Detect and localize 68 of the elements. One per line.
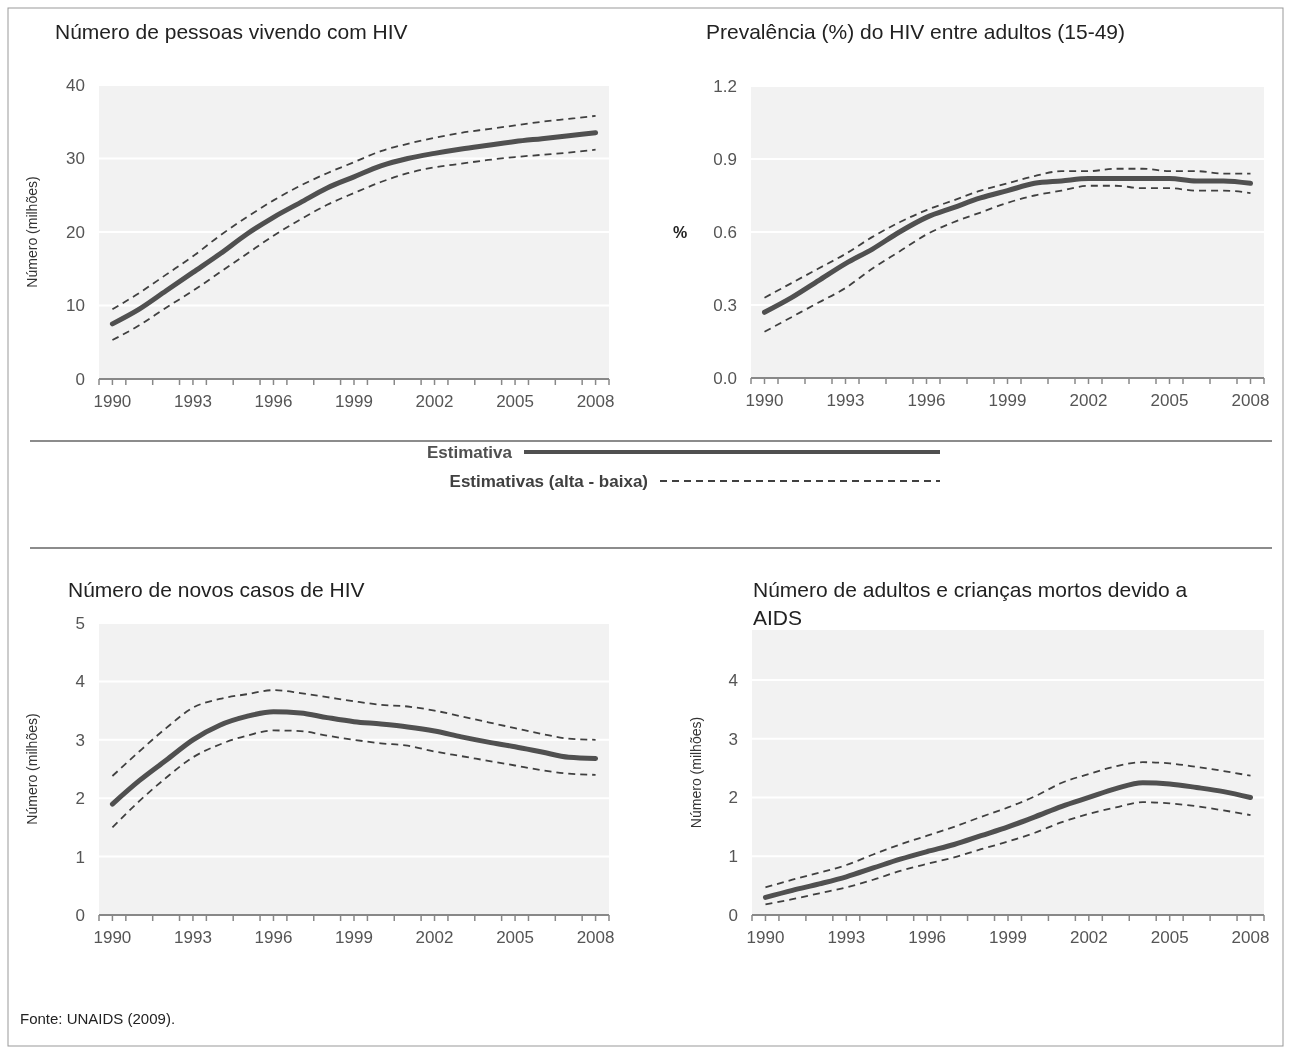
y-axis-title: Número (milhões)	[24, 176, 40, 288]
y-tick-label: 3	[728, 729, 738, 749]
x-tick-label: 1999	[335, 928, 373, 947]
y-tick-label: 0.3	[713, 295, 737, 315]
line-series	[111, 729, 597, 829]
line-series	[111, 148, 597, 341]
x-tick-label: 1999	[335, 392, 373, 411]
y-tick-label: 3	[75, 730, 85, 750]
y-tick-label: 0.6	[713, 222, 737, 242]
line-series	[763, 184, 1252, 333]
y-tick-label: 40	[66, 75, 85, 95]
line-series	[763, 167, 1252, 299]
chart-title: Número de pessoas vivendo com HIV	[55, 19, 408, 43]
y-tick-label: 2	[728, 788, 738, 808]
y-tick-label: 30	[66, 149, 85, 169]
y-tick-label: 0	[75, 369, 85, 389]
line-series	[111, 114, 597, 311]
x-tick-label: 2002	[415, 928, 454, 947]
x-tick-label: 1990	[746, 928, 785, 947]
y-tick-label: 1.2	[713, 76, 737, 96]
x-tick-label: 1993	[826, 391, 865, 410]
y-tick-label: 4	[728, 670, 738, 690]
y-tick-label: 0.0	[713, 368, 737, 388]
x-tick-label: 1996	[908, 928, 947, 947]
y-tick-label: 1	[728, 847, 738, 867]
y-axis-title: Número (milhões)	[688, 716, 704, 829]
source-note: Fonte: UNAIDS (2009).	[20, 1010, 176, 1027]
x-tick-label: 2002	[1069, 391, 1108, 410]
y-tick-label: 0	[75, 905, 85, 925]
line-series	[764, 801, 1252, 906]
x-tick-label: 1990	[93, 928, 132, 947]
y-tick-label: 5	[75, 613, 85, 633]
text: Estimativas (alta - baixa)	[449, 471, 648, 491]
line-series	[764, 761, 1252, 889]
y-axis-title: %	[672, 223, 688, 241]
x-tick-label: 1999	[988, 391, 1027, 410]
y-tick-label: 2	[75, 789, 85, 809]
x-tick-label: 2005	[1150, 928, 1189, 947]
x-tick-label: 1990	[93, 392, 132, 411]
x-tick-label: 1996	[254, 928, 293, 947]
x-tick-label: 2008	[1231, 391, 1270, 410]
x-tick-label: 2005	[496, 928, 534, 947]
y-axis-title: Número (milhões)	[24, 713, 40, 825]
chart-title: Número de novos casos de HIV	[68, 577, 365, 601]
chart-title: Prevalência (%) do HIV entre adultos (15-49)	[706, 19, 1126, 43]
x-tick-label: 2005	[1150, 391, 1189, 410]
x-tick-label: 1996	[254, 392, 293, 411]
x-tick-label: 2008	[576, 392, 615, 411]
x-tick-label: 2008	[1231, 928, 1270, 947]
y-tick-label: 20	[66, 222, 85, 242]
text: Estimativa	[426, 442, 513, 462]
y-tick-label: 1	[75, 847, 85, 867]
x-tick-label: 2002	[415, 392, 454, 411]
x-tick-label: 2002	[1069, 928, 1108, 947]
y-tick-label: 0	[728, 905, 738, 925]
x-tick-label: 1993	[174, 392, 212, 411]
x-tick-label: 1990	[745, 391, 784, 410]
line-series	[111, 689, 597, 777]
x-tick-label: 1996	[907, 391, 946, 410]
x-tick-label: 2008	[576, 928, 615, 947]
y-tick-label: 4	[75, 672, 85, 692]
chart-title: Número de adultos e crianças mortos devido a AIDS	[753, 577, 1188, 629]
y-tick-label: 10	[66, 296, 85, 316]
x-tick-label: 1999	[989, 928, 1027, 947]
x-tick-label: 1993	[174, 928, 212, 947]
x-tick-label: 2005	[496, 392, 534, 411]
y-tick-label: 0.9	[713, 149, 737, 169]
x-tick-label: 1993	[827, 928, 866, 947]
